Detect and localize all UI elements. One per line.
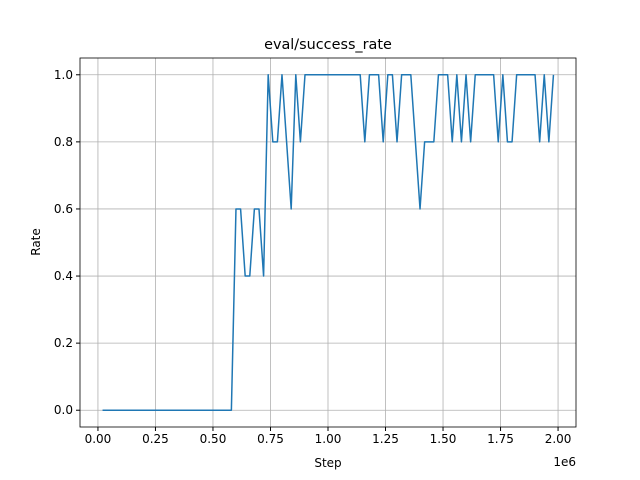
x-tick-label: 1.75 — [487, 432, 514, 446]
y-tick-label: 0.4 — [54, 269, 73, 283]
y-tick-label: 0.6 — [54, 202, 73, 216]
x-axis-label: Step — [314, 456, 341, 470]
x-tick-label: 0.75 — [257, 432, 284, 446]
x-tick-label: 1.25 — [372, 432, 399, 446]
y-tick-label: 0.8 — [54, 135, 73, 149]
data-line — [102, 74, 555, 411]
chart-title: eval/success_rate — [264, 37, 392, 53]
plot-frame — [79, 57, 577, 428]
x-tick-label: 1.50 — [430, 432, 457, 446]
x-tick-label: 0.00 — [85, 432, 112, 446]
y-tick-label: 0.0 — [54, 403, 73, 417]
x-tick-label: 2.00 — [545, 432, 572, 446]
y-tick-label: 1.0 — [54, 68, 73, 82]
x-tick-label: 1.00 — [315, 432, 342, 446]
x-tick-label: 0.50 — [200, 432, 227, 446]
x-tick-label: 0.25 — [142, 432, 169, 446]
x-offset-label: 1e6 — [553, 455, 576, 469]
y-tick-label: 0.2 — [54, 336, 73, 350]
y-axis-label: Rate — [29, 228, 43, 256]
